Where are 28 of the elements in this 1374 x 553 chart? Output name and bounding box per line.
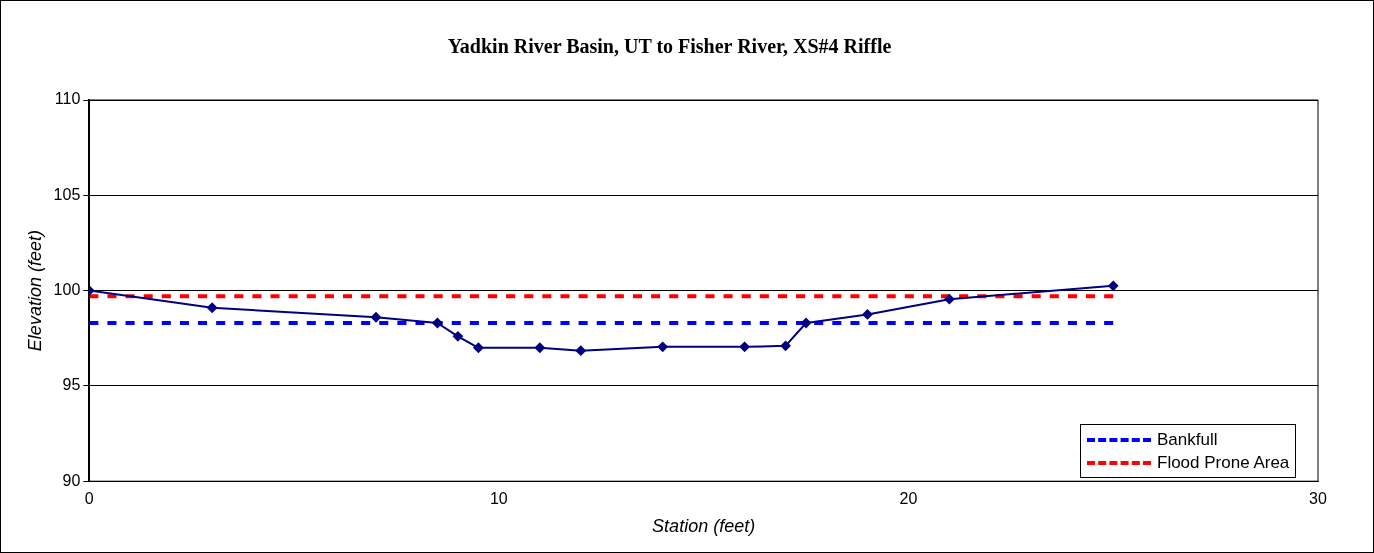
x-tick-label: 30 (1309, 490, 1327, 508)
point (534, 342, 545, 353)
point (432, 318, 443, 328)
point (862, 309, 873, 320)
point (657, 341, 668, 352)
x-axis-title: Station (feet) (652, 516, 756, 537)
x-tick-label: 20 (899, 490, 918, 508)
chart-title: Yadkin River Basin, UT to Fisher River, XS#4 Riffle (447, 35, 892, 58)
y-tick-label: 90 (62, 471, 81, 489)
x-tick-label: 10 (489, 490, 508, 508)
point (207, 302, 218, 313)
x-tick-label: 0 (84, 490, 94, 508)
y-tick-label: 100 (53, 281, 81, 299)
legend-label: Bankfull (1157, 429, 1218, 450)
point (452, 331, 463, 342)
point (370, 312, 381, 323)
point (1108, 280, 1119, 291)
point (575, 345, 586, 356)
point (944, 294, 955, 305)
y-tick-label: 105 (53, 185, 81, 203)
point (801, 318, 812, 328)
point (780, 340, 791, 351)
point (739, 341, 750, 352)
legend-label: Flood Prone Area (1157, 452, 1290, 473)
y-axis-title: Elevation (feet) (24, 230, 45, 352)
point (473, 342, 484, 353)
y-tick-label: 95 (62, 376, 81, 394)
y-tick-label: 110 (54, 90, 81, 108)
